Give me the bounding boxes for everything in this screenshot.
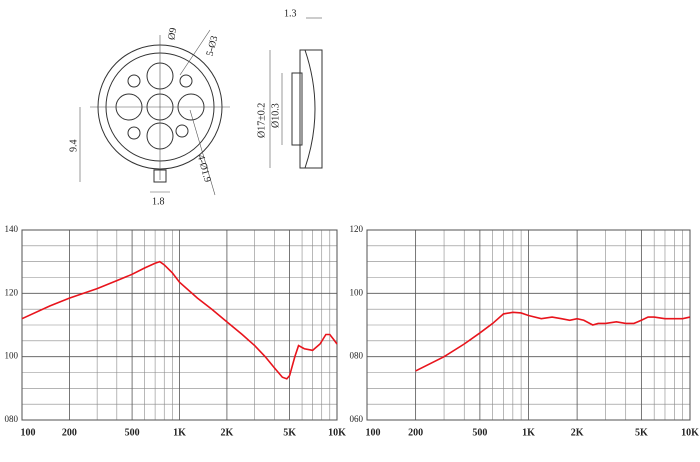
side-body [299,49,323,169]
x-tick-label: 2K [221,427,234,438]
response-curve [21,260,338,380]
y-tick-label: 120 [5,287,19,297]
small-hole [175,124,189,138]
dimension-label: Ø17±0.2 [256,103,267,138]
x-tick-label: 100 [366,427,381,438]
dimension-label: Ø10.3 [270,103,281,128]
small-hole [127,74,141,88]
x-tick-label: 10K [328,427,346,438]
y-tick-label: 100 [350,287,364,297]
small-hole [127,126,141,140]
y-tick-label: 060 [350,414,364,424]
dimension-label: 1.8 [152,196,165,207]
dimension-label: 1.3 [284,8,297,19]
x-tick-label: 10K [681,427,699,438]
y-tick-label: 100 [5,351,19,361]
dimension-label: 4-Ø1.9 [195,154,213,184]
x-tick-label: 1K [173,427,186,438]
leader [179,29,211,76]
x-tick-label: 500 [125,427,140,438]
x-tick-label: 2K [571,427,584,438]
dimension-label: Ø9 [166,27,179,41]
terminal [153,169,167,183]
side-boss [291,72,303,146]
x-tick-label: 5K [283,427,296,438]
dimension-label: 5-Ø3 [204,35,220,58]
y-tick-label: 080 [5,414,19,424]
x-tick-label: 100 [21,427,36,438]
response-curve [415,311,691,372]
y-tick-label: 080 [350,351,364,361]
leader [189,109,216,196]
x-tick-label: 500 [472,427,487,438]
y-tick-label: 120 [350,224,364,234]
x-tick-label: 5K [635,427,648,438]
small-hole [179,74,193,88]
dimension-label: 9.4 [68,140,79,153]
x-tick-label: 200 [408,427,423,438]
side-dome [304,49,316,169]
x-tick-label: 1K [522,427,535,438]
mechanical-drawing: 1.3 Ø9 5-Ø3 Ø17±0.2 Ø10.3 9.4 1.8 4-Ø1.9 [68,8,323,207]
x-tick-label: 200 [62,427,77,438]
y-tick-label: 140 [5,224,19,234]
